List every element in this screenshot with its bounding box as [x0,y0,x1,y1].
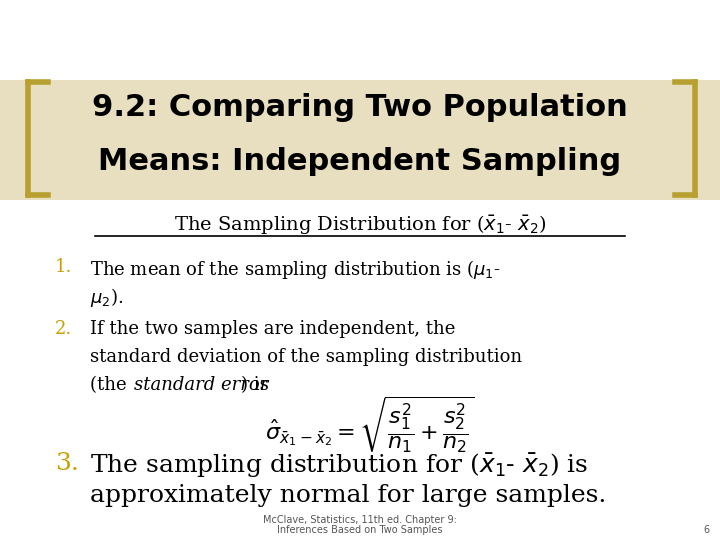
Text: The sampling distribution for ($\bar{x}_1$- $\bar{x}_2$) is: The sampling distribution for ($\bar{x}_… [90,452,588,480]
Text: 9.2: Comparing Two Population: 9.2: Comparing Two Population [92,92,628,122]
Text: Means: Independent Sampling: Means: Independent Sampling [99,147,621,177]
Text: standard error: standard error [134,376,269,394]
FancyBboxPatch shape [0,80,720,200]
Text: approximately normal for large samples.: approximately normal for large samples. [90,484,606,507]
Text: $\mu_2$).: $\mu_2$). [90,286,123,309]
Text: If the two samples are independent, the: If the two samples are independent, the [90,320,455,338]
Text: McClave, Statistics, 11th ed. Chapter 9:: McClave, Statistics, 11th ed. Chapter 9: [263,515,457,525]
Text: $\hat{\sigma}_{\bar{x}_1-\bar{x}_2} = \sqrt{\dfrac{s_1^2}{n_1}+\dfrac{s_2^2}{n_2: $\hat{\sigma}_{\bar{x}_1-\bar{x}_2} = \s… [265,395,474,455]
Text: ) is: ) is [241,376,269,394]
Text: The mean of the sampling distribution is ($\mu_1$-: The mean of the sampling distribution is… [90,258,500,281]
Text: (the: (the [90,376,132,394]
Text: 2.: 2. [55,320,72,338]
Text: standard deviation of the sampling distribution: standard deviation of the sampling distr… [90,348,522,366]
Text: 1.: 1. [55,258,73,276]
Text: Inferences Based on Two Samples: Inferences Based on Two Samples [277,525,443,535]
Text: 3.: 3. [55,452,79,475]
Text: 6: 6 [704,525,710,535]
Text: The Sampling Distribution for ($\bar{x}_1$- $\bar{x}_2$): The Sampling Distribution for ($\bar{x}_… [174,213,546,237]
